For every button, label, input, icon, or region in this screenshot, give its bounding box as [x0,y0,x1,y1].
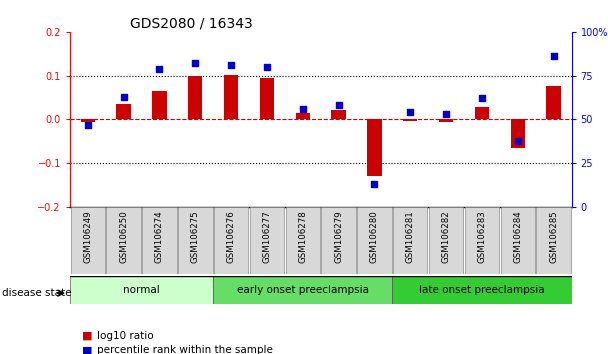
FancyBboxPatch shape [536,207,571,274]
Point [83,122,92,127]
Point [226,62,236,68]
Bar [213,276,392,304]
FancyBboxPatch shape [322,207,356,274]
Point [513,138,523,143]
FancyBboxPatch shape [250,207,284,274]
Text: GSM106274: GSM106274 [155,210,164,263]
Text: GSM106277: GSM106277 [263,210,272,263]
Text: GSM106249: GSM106249 [83,210,92,263]
Point [477,96,487,101]
FancyBboxPatch shape [214,207,248,274]
Bar [511,120,525,148]
Text: GSM106285: GSM106285 [549,210,558,263]
Text: GSM106281: GSM106281 [406,210,415,263]
FancyBboxPatch shape [429,207,463,274]
FancyBboxPatch shape [465,207,499,274]
Bar [117,104,131,120]
Bar [392,276,572,304]
Text: GSM106276: GSM106276 [227,210,236,263]
Text: log10 ratio: log10 ratio [97,331,154,341]
Text: early onset preeclampsia: early onset preeclampsia [237,285,369,295]
Bar [367,120,382,176]
Point [262,64,272,70]
Text: late onset preeclampsia: late onset preeclampsia [419,285,545,295]
Bar [260,78,274,120]
FancyBboxPatch shape [106,207,141,274]
Point [298,106,308,112]
Text: GSM106283: GSM106283 [477,210,486,263]
Text: GSM106279: GSM106279 [334,210,343,263]
Bar [295,113,310,120]
FancyBboxPatch shape [358,207,392,274]
Text: ■: ■ [82,331,92,341]
Bar [70,276,213,304]
Text: GSM106280: GSM106280 [370,210,379,263]
FancyBboxPatch shape [286,207,320,274]
Point [441,112,451,117]
Point [370,182,379,187]
Point [119,94,128,99]
Text: GSM106284: GSM106284 [513,210,522,263]
Point [334,103,344,108]
Text: GDS2080 / 16343: GDS2080 / 16343 [130,17,253,31]
FancyBboxPatch shape [393,207,427,274]
Bar [439,120,454,122]
Bar [403,120,418,121]
Bar [81,120,95,122]
Bar [475,107,489,120]
FancyBboxPatch shape [142,207,177,274]
Point [190,61,200,66]
Point [549,53,559,59]
Bar [331,110,346,120]
Text: GSM106282: GSM106282 [441,210,451,263]
Bar [224,75,238,120]
Text: GSM106250: GSM106250 [119,210,128,263]
Text: GSM106275: GSM106275 [191,210,200,263]
Bar [547,86,561,120]
FancyBboxPatch shape [500,207,535,274]
Bar [188,76,202,120]
Point [154,66,164,72]
Point [406,110,415,115]
Text: disease state: disease state [2,288,71,298]
FancyBboxPatch shape [178,207,213,274]
Bar [153,91,167,120]
Text: normal: normal [123,285,160,295]
Text: percentile rank within the sample: percentile rank within the sample [97,346,273,354]
Text: GSM106278: GSM106278 [299,210,307,263]
FancyBboxPatch shape [71,207,105,274]
Text: ■: ■ [82,346,92,354]
